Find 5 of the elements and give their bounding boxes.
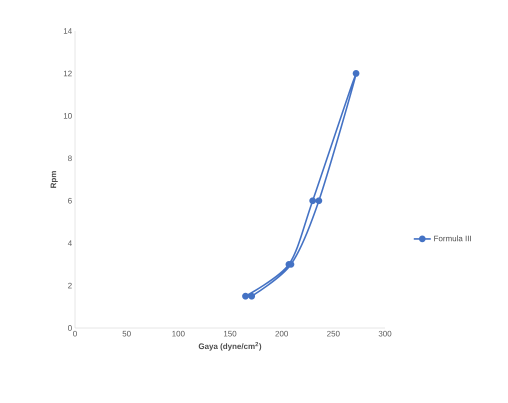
point [309,197,316,204]
point [242,292,249,300]
point [248,292,256,300]
point [352,70,360,77]
point [315,197,322,204]
